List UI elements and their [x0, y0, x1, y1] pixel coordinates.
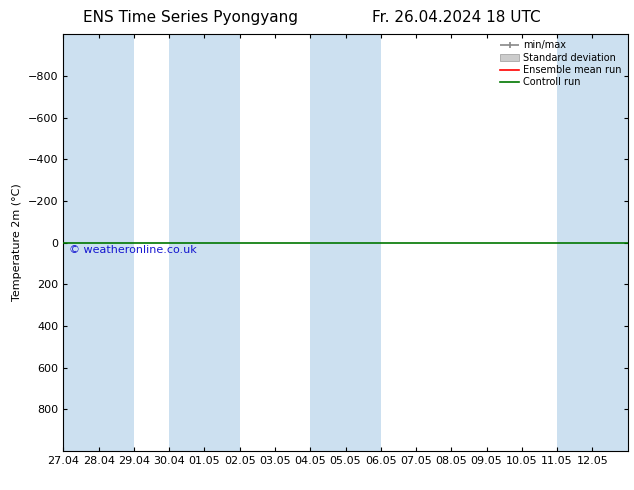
Bar [557, 34, 628, 451]
Text: ENS Time Series Pyongyang: ENS Time Series Pyongyang [82, 10, 298, 24]
Text: Fr. 26.04.2024 18 UTC: Fr. 26.04.2024 18 UTC [372, 10, 541, 24]
Text: © weatheronline.co.uk: © weatheronline.co.uk [69, 245, 197, 255]
Bar [169, 34, 240, 451]
Y-axis label: Temperature 2m (°C): Temperature 2m (°C) [13, 184, 22, 301]
Bar [63, 34, 134, 451]
Legend: min/max, Standard deviation, Ensemble mean run, Controll run: min/max, Standard deviation, Ensemble me… [497, 37, 624, 90]
Bar [310, 34, 381, 451]
